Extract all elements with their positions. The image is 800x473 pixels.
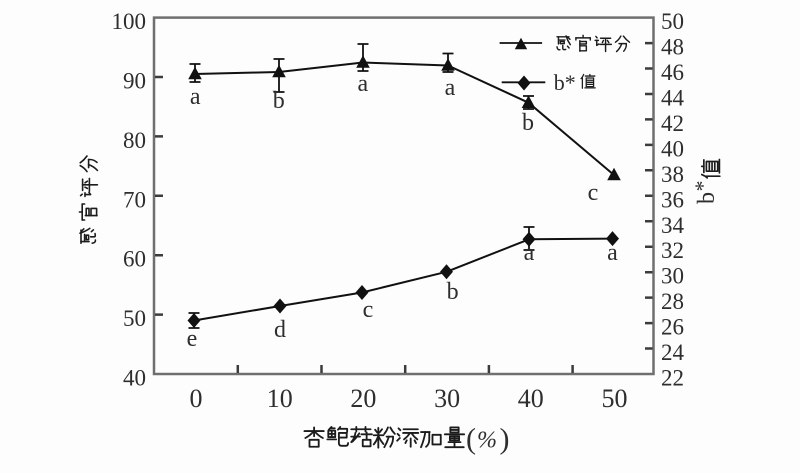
svg-text:b: b — [522, 110, 534, 136]
svg-text:c: c — [588, 180, 599, 206]
svg-text:e: e — [187, 326, 198, 352]
svg-text:*: * — [690, 181, 715, 192]
svg-text:c: c — [363, 297, 374, 323]
svg-text:a: a — [357, 71, 368, 97]
svg-text:44: 44 — [661, 86, 685, 111]
svg-text:32: 32 — [661, 238, 684, 263]
svg-text:50: 50 — [602, 384, 628, 413]
svg-text:48: 48 — [661, 35, 684, 60]
svg-text:b: b — [694, 192, 720, 204]
svg-text:28: 28 — [661, 289, 684, 314]
svg-text:36: 36 — [661, 187, 684, 212]
svg-text:30: 30 — [434, 384, 460, 413]
svg-text:20: 20 — [350, 384, 376, 413]
svg-text:90: 90 — [123, 69, 146, 94]
svg-text:50: 50 — [661, 9, 684, 34]
svg-text:80: 80 — [123, 128, 146, 153]
svg-text:100: 100 — [112, 9, 147, 34]
svg-text:40: 40 — [661, 136, 684, 161]
svg-text:a: a — [445, 75, 456, 101]
svg-text:26: 26 — [661, 315, 684, 340]
svg-text:30: 30 — [661, 264, 684, 289]
svg-text:a: a — [524, 240, 535, 266]
svg-text:40: 40 — [123, 366, 146, 391]
svg-text:46: 46 — [661, 60, 684, 85]
svg-text:34: 34 — [661, 213, 685, 238]
svg-text:70: 70 — [123, 187, 146, 212]
svg-text:a: a — [190, 84, 201, 110]
svg-text:60: 60 — [123, 247, 146, 272]
svg-text:(: ( — [466, 423, 476, 456]
svg-text:24: 24 — [661, 340, 685, 365]
svg-text:38: 38 — [661, 162, 684, 187]
svg-text:%: % — [477, 428, 497, 454]
svg-text:40: 40 — [518, 384, 544, 413]
svg-text:b*: b* — [554, 70, 576, 95]
svg-text:d: d — [274, 317, 286, 343]
svg-text:b: b — [447, 279, 459, 305]
svg-text:): ) — [500, 423, 510, 456]
svg-text:10: 10 — [267, 384, 293, 413]
svg-text:22: 22 — [661, 366, 684, 391]
svg-text:42: 42 — [661, 111, 684, 136]
svg-text:0: 0 — [190, 384, 203, 413]
svg-text:b: b — [273, 88, 285, 114]
svg-text:a: a — [607, 240, 618, 266]
svg-text:50: 50 — [123, 306, 146, 331]
